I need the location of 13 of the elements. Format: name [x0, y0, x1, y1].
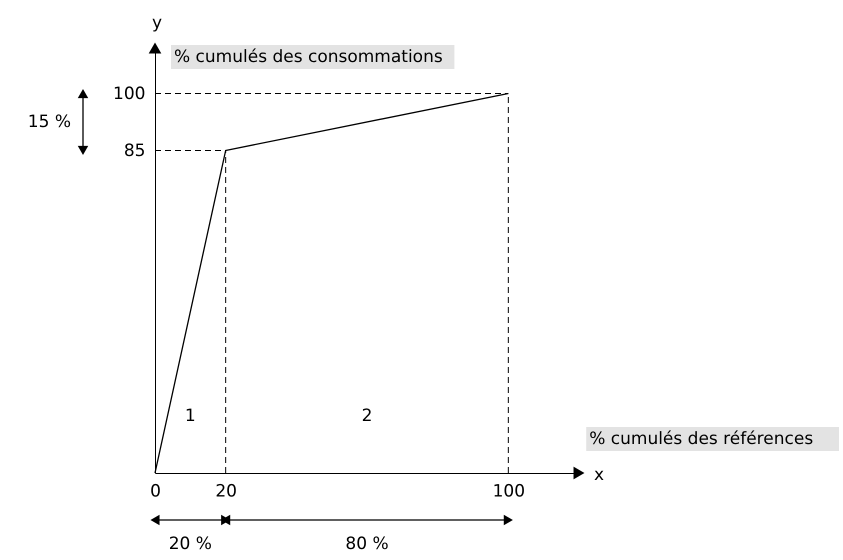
y-tick-label: 85	[124, 140, 146, 161]
x-axis-title: % cumulés des références	[589, 429, 814, 449]
x-tick-label: 0	[150, 482, 161, 502]
x-tick-label: 20	[215, 482, 237, 502]
y-axis-title: % cumulés des consommations	[174, 47, 443, 67]
text: 80 %	[345, 534, 389, 554]
text: 20 %	[168, 534, 212, 554]
text: y	[152, 13, 162, 33]
text: x	[594, 465, 604, 485]
x-tick-label: 100	[492, 482, 526, 502]
annotation: 1	[184, 406, 196, 426]
annotation: 2	[362, 406, 372, 426]
text: 15 %	[28, 112, 71, 132]
